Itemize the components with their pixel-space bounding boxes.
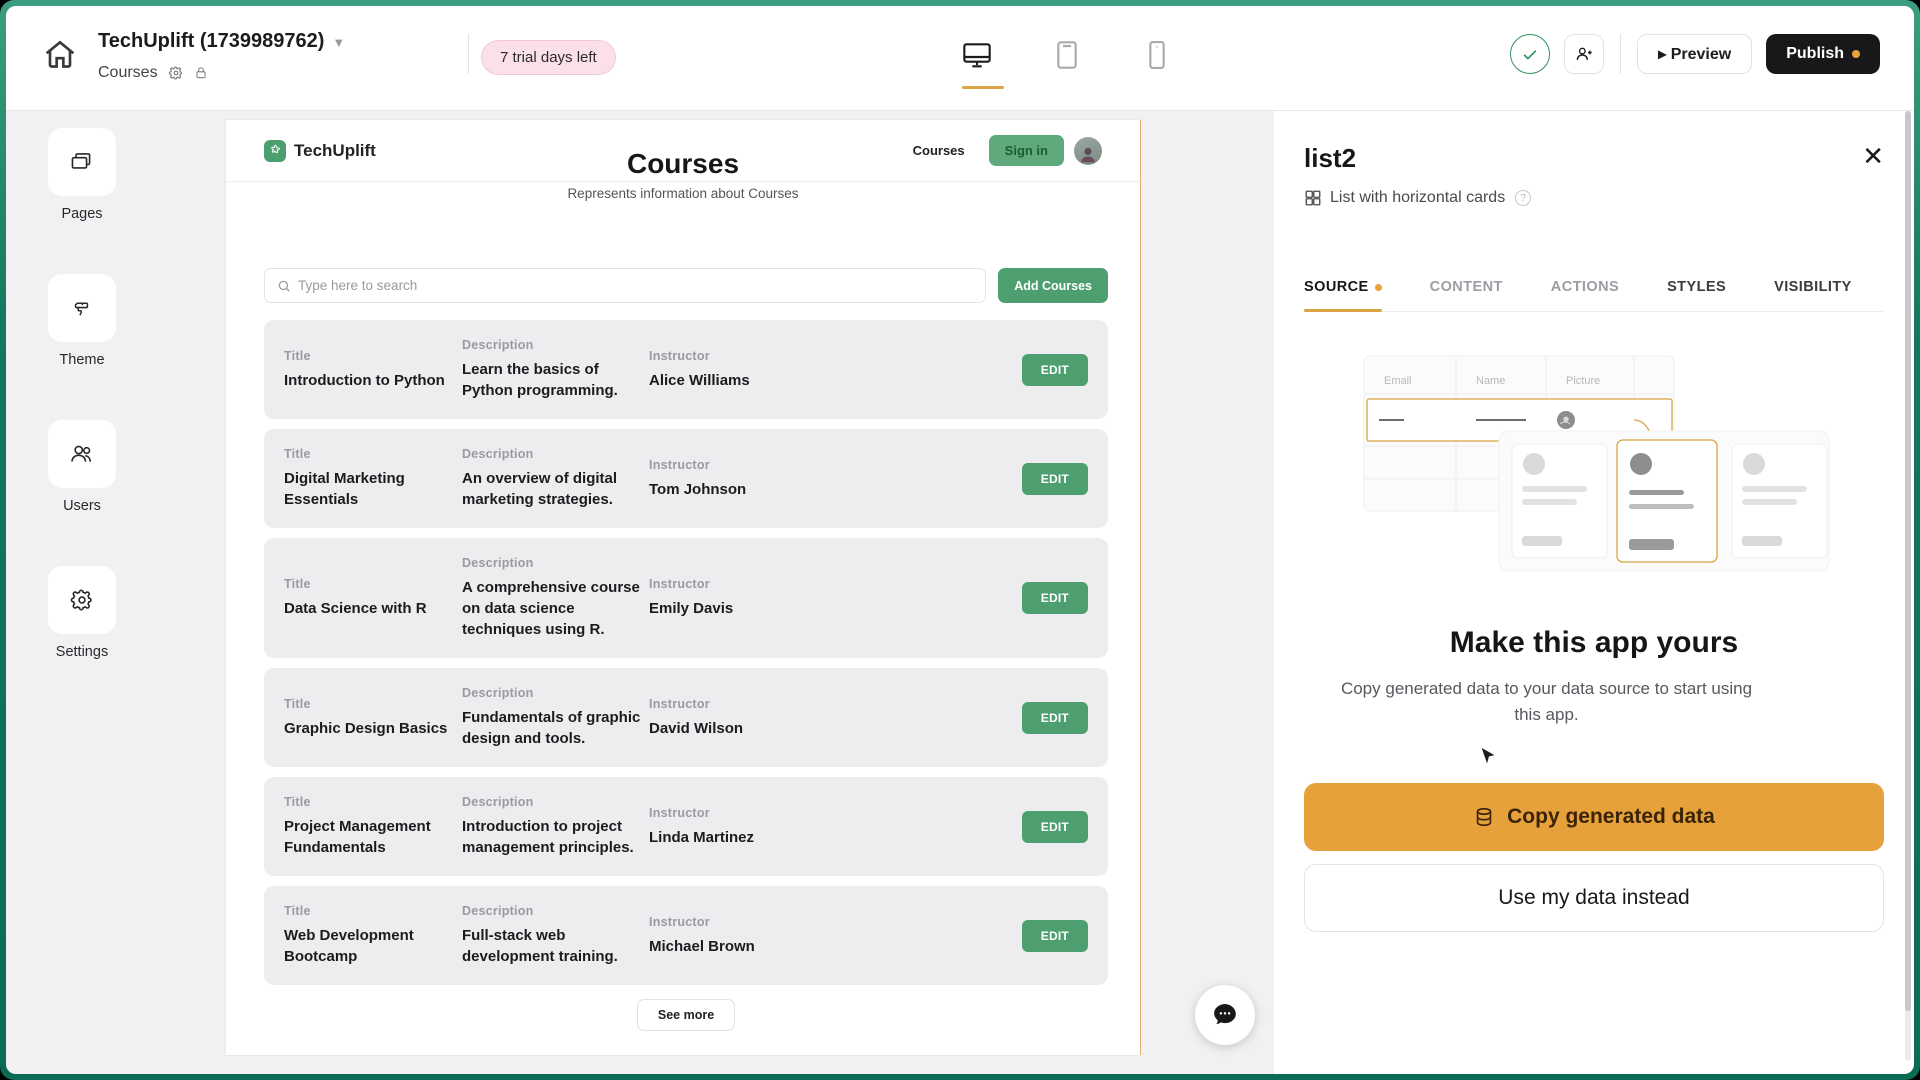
svg-text:Picture: Picture	[1566, 375, 1600, 387]
svg-text:Email: Email	[1384, 375, 1412, 387]
svg-text:Name: Name	[1476, 375, 1505, 387]
